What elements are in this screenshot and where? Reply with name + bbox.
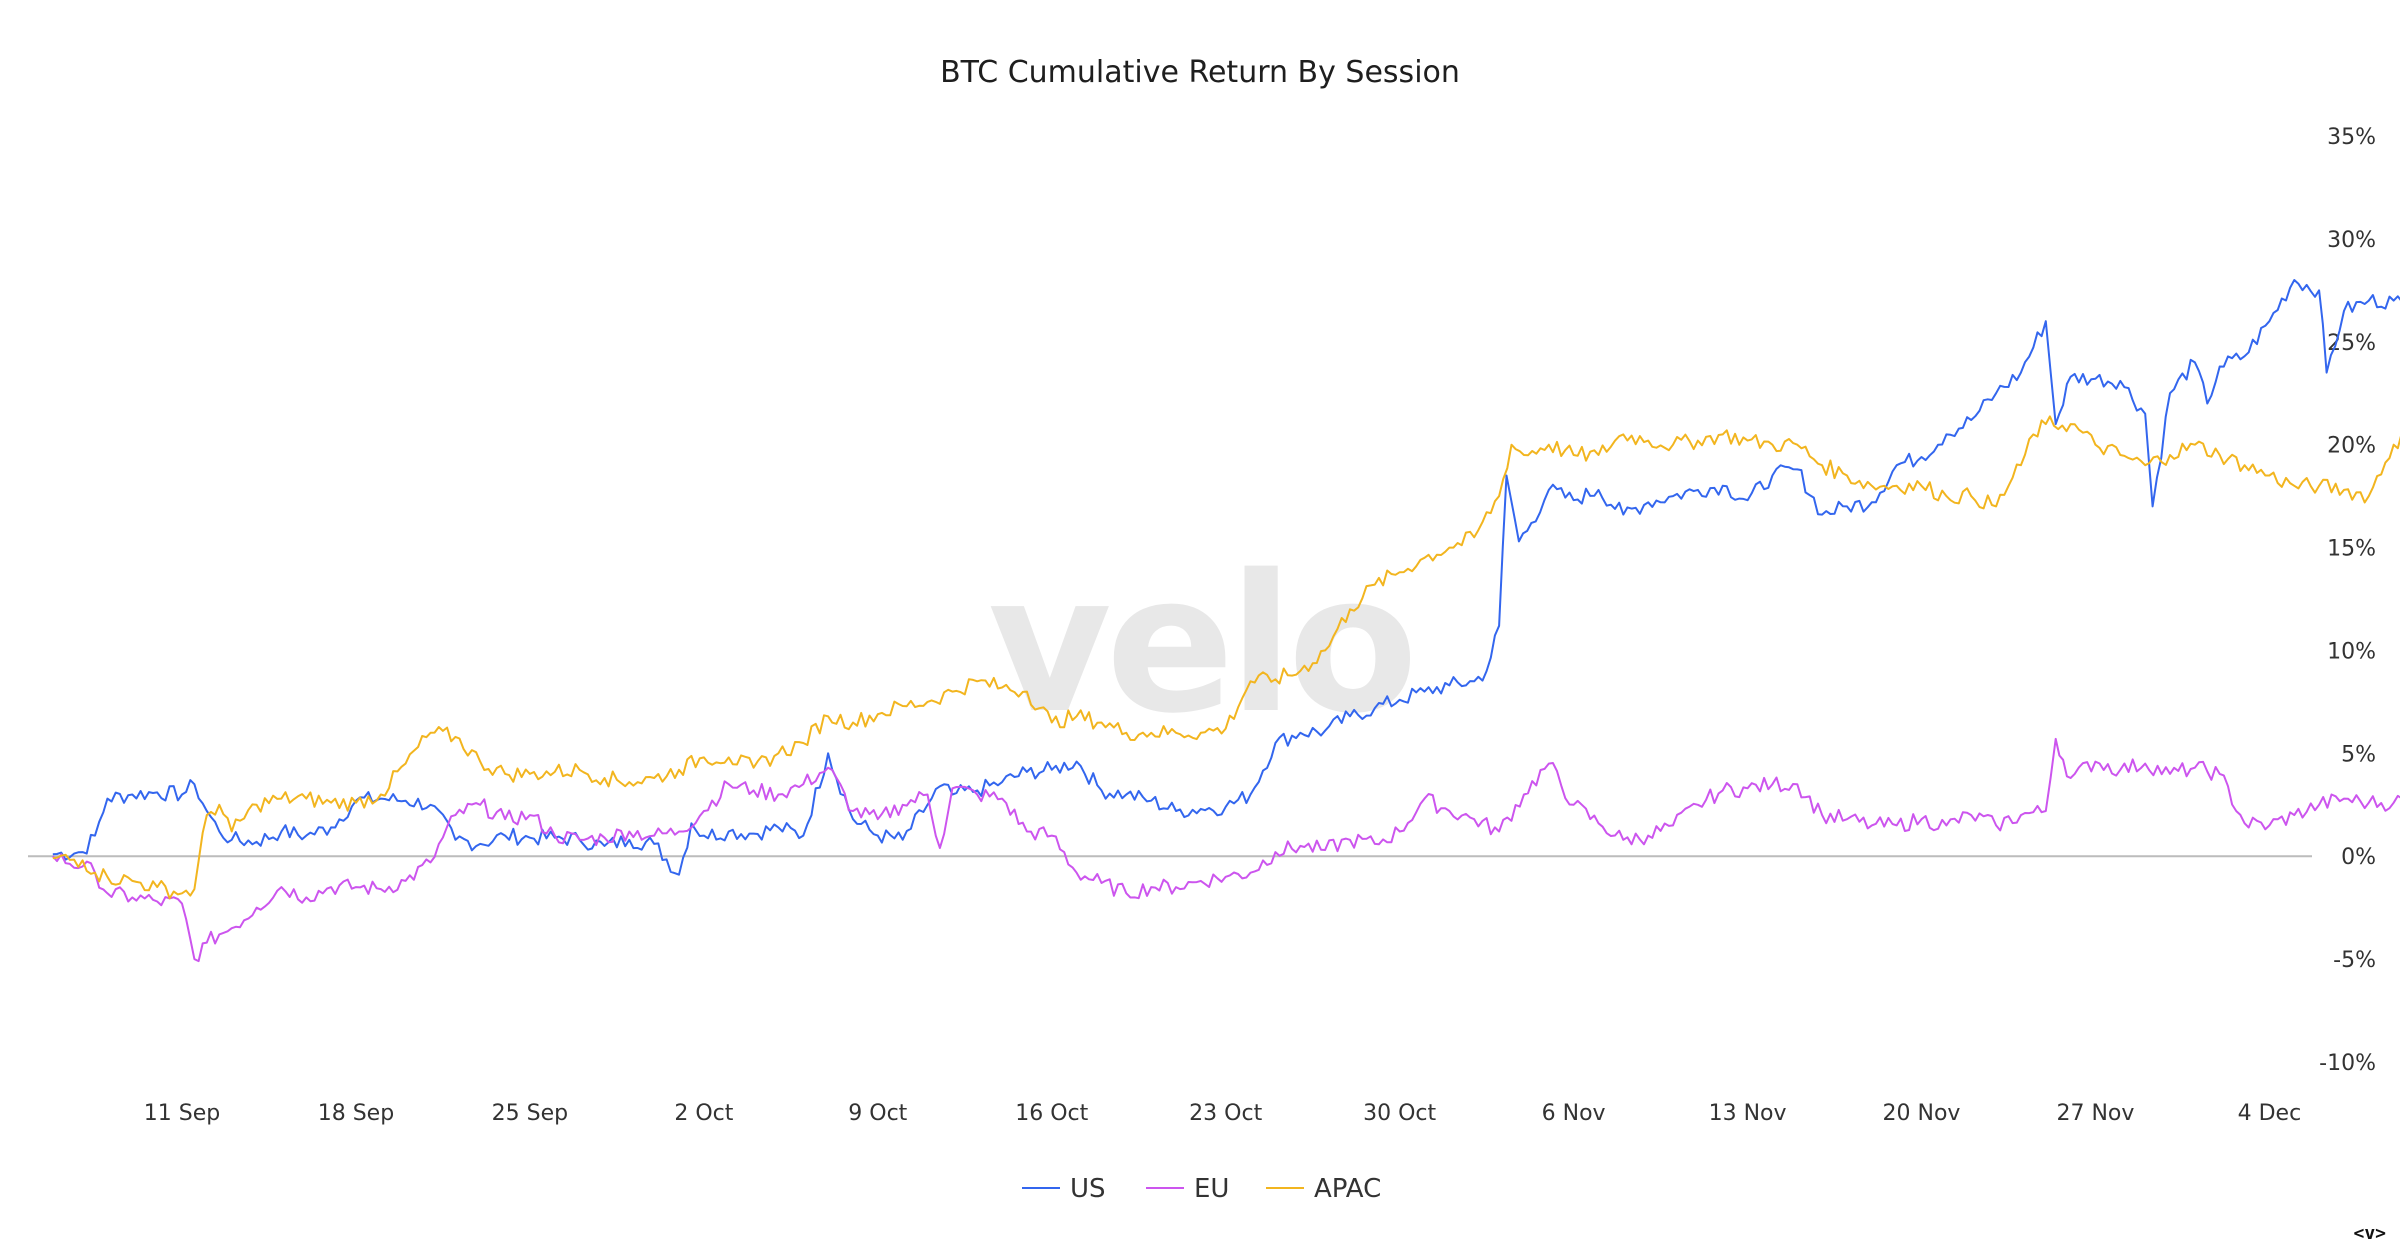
x-tick-label: 16 Oct — [1015, 1101, 1088, 1126]
series-line-apac — [52, 415, 2400, 900]
y-tick-label: 0% — [2341, 845, 2376, 870]
x-tick-label: 27 Nov — [2056, 1101, 2134, 1126]
legend-label: APAC — [1314, 1174, 1381, 1204]
series-line-eu — [52, 737, 2400, 963]
legend-label: EU — [1194, 1174, 1229, 1204]
chart-title: BTC Cumulative Return By Session — [940, 55, 1460, 90]
x-tick-label: 23 Oct — [1189, 1101, 1262, 1126]
x-tick-label: 13 Nov — [1709, 1101, 1787, 1126]
legend-item-us[interactable]: US — [1022, 1174, 1106, 1204]
legend-item-eu[interactable]: EU — [1146, 1174, 1229, 1204]
y-tick-label: 5% — [2341, 742, 2376, 767]
x-tick-label: 9 Oct — [848, 1101, 907, 1126]
y-tick-label: 15% — [2327, 537, 2376, 562]
y-tick-label: 30% — [2327, 228, 2376, 253]
x-axis: 11 Sep 18 Sep 25 Sep 2 Oct 9 Oct 16 Oct 23 Oct… — [144, 1101, 2301, 1126]
x-tick-label: 2 Oct — [674, 1101, 733, 1126]
watermark-logo: velo — [988, 534, 1412, 755]
legend: US EU APAC — [1022, 1174, 1381, 1204]
x-tick-label: 20 Nov — [1883, 1101, 1961, 1126]
x-tick-label: 25 Sep — [492, 1101, 568, 1126]
series-line-us — [52, 279, 2400, 876]
x-tick-label: 18 Sep — [318, 1101, 394, 1126]
x-tick-label: 6 Nov — [1542, 1101, 1606, 1126]
y-tick-label: 25% — [2327, 331, 2376, 356]
x-tick-label: 11 Sep — [144, 1101, 220, 1126]
y-axis: 35% 30% 25% 20% 15% 10% 5% 0% -5% -10% — [2319, 125, 2376, 1076]
y-tick-label: -10% — [2319, 1051, 2376, 1076]
y-tick-label: 10% — [2327, 639, 2376, 664]
y-tick-label: 20% — [2327, 434, 2376, 459]
corner-mark: <v> — [2353, 1223, 2386, 1244]
y-tick-label: 35% — [2327, 125, 2376, 150]
x-tick-label: 30 Oct — [1363, 1101, 1436, 1126]
y-tick-label: -5% — [2333, 948, 2376, 973]
legend-item-apac[interactable]: APAC — [1266, 1174, 1381, 1204]
x-tick-label: 4 Dec — [2238, 1101, 2302, 1126]
series-lines — [52, 279, 2400, 963]
legend-label: US — [1070, 1174, 1106, 1204]
